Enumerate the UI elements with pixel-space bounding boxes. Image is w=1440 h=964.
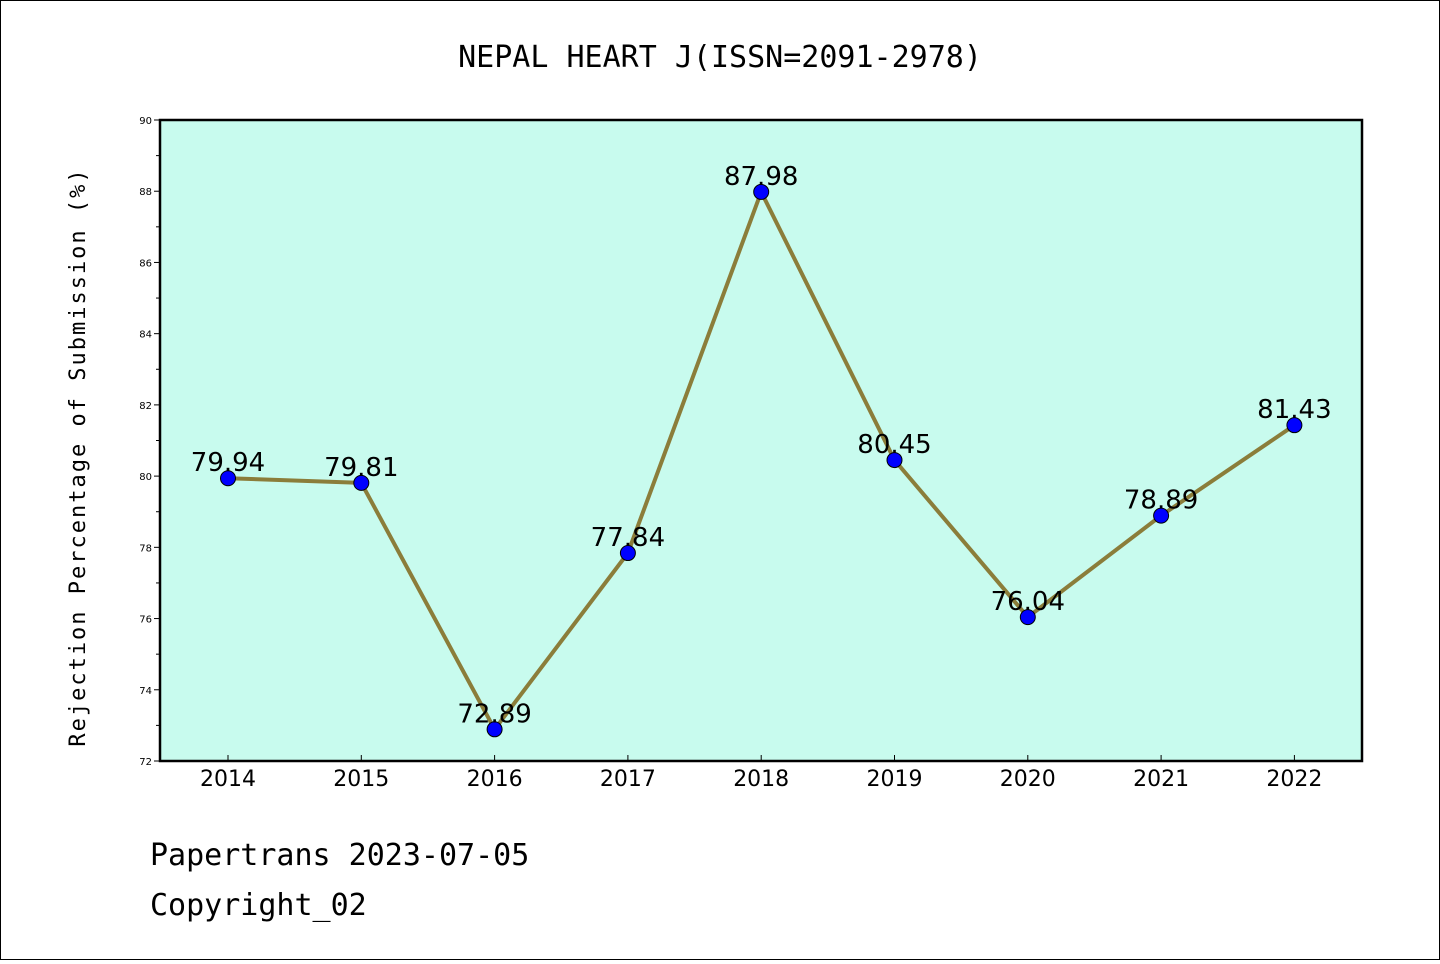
data-label: 76.04 (991, 587, 1065, 617)
y-axis-ticks: 72 74 76 78 80 82 84 86 88 90 (139, 116, 160, 768)
data-point (220, 470, 236, 487)
x-tick-label: 2017 (600, 767, 656, 792)
data-label: 80.45 (857, 430, 931, 460)
x-axis-ticks: 2014 2015 2016 2017 2018 2019 2020 2021 2022 (200, 755, 1322, 792)
data-labels: 79.94 79.81 72.89 77.84 87.98 80.45 76.04 78.89… (191, 162, 1332, 729)
y-tick-label: 80 (139, 472, 152, 483)
data-point (486, 721, 503, 738)
data-point (753, 183, 770, 200)
data-point (1286, 417, 1303, 434)
y-tick-label: 82 (139, 401, 152, 412)
y-axis-label: Rejection Percentage of Submission (%) (66, 167, 91, 746)
data-label: 79.94 (191, 448, 265, 478)
x-tick-label: 2014 (200, 767, 256, 792)
x-tick-label: 2019 (867, 767, 923, 792)
data-point (619, 545, 636, 562)
x-tick-label: 2015 (333, 767, 389, 792)
x-tick-label: 2020 (1000, 767, 1056, 792)
y-tick-label: 88 (139, 187, 152, 198)
chart-title: NEPAL HEART J(ISSN=2091-2978) (458, 40, 982, 75)
y-tick-label: 74 (139, 686, 152, 697)
data-markers (220, 183, 1303, 738)
data-label: 77.84 (591, 523, 665, 553)
data-label: 72.89 (457, 699, 531, 729)
y-tick-label: 76 (139, 615, 152, 626)
x-tick-label: 2021 (1133, 767, 1189, 792)
y-tick-label: 78 (139, 543, 152, 554)
y-tick-label: 84 (139, 330, 152, 341)
footer-source-date: Papertrans 2023-07-05 (150, 838, 529, 873)
y-tick-label: 90 (139, 116, 152, 127)
data-label: 81.43 (1257, 395, 1331, 425)
data-point (1019, 609, 1036, 626)
data-point (1153, 507, 1170, 524)
footer-copyright: Copyright_02 (150, 888, 367, 923)
data-point (353, 474, 370, 491)
plot-area (160, 120, 1362, 761)
data-label: 79.81 (324, 453, 398, 483)
data-label: 87.98 (724, 162, 798, 192)
data-point (886, 452, 903, 469)
x-tick-label: 2018 (733, 767, 789, 792)
plot-border (158, 118, 1364, 763)
y-tick-label: 72 (139, 757, 152, 768)
data-label: 78.89 (1124, 486, 1198, 516)
x-tick-label: 2022 (1266, 767, 1322, 792)
y-tick-label: 86 (139, 258, 152, 269)
x-tick-label: 2016 (467, 767, 523, 792)
